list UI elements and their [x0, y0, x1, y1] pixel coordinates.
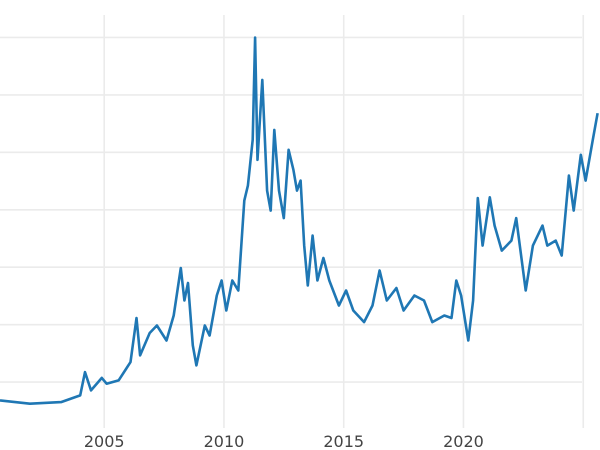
series-line	[0, 36, 599, 405]
x-gridlines	[103, 15, 585, 428]
x-tick-label: 2015	[323, 432, 364, 450]
x-tick-label: 2020	[443, 432, 484, 450]
x-tick-labels: 2005 2010 2015 2020	[84, 432, 484, 450]
x-tick-label: 2005	[84, 432, 125, 450]
y-gridlines	[0, 36, 582, 383]
x-tick-label: 2010	[204, 432, 245, 450]
